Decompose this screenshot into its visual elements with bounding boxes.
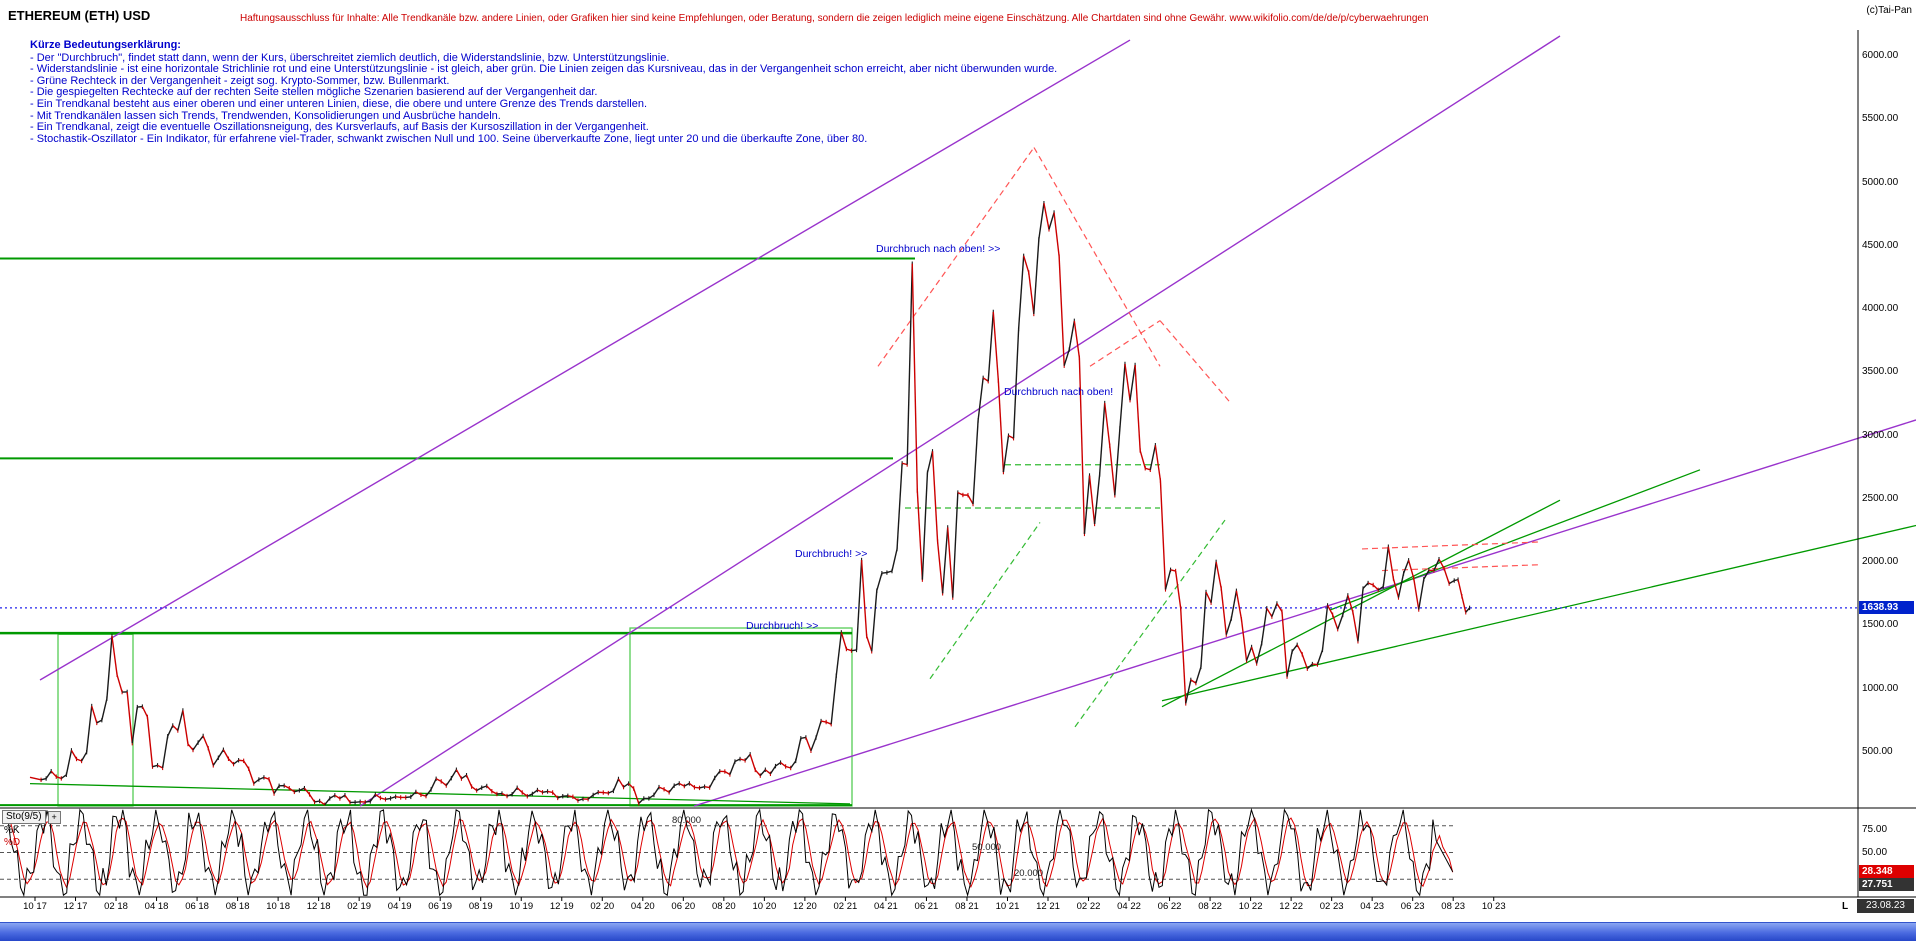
date-axis-label: 08 20 <box>711 901 736 912</box>
date-axis-label: 02 22 <box>1076 901 1101 912</box>
breakout-annotation: Durchbruch nach oben! <box>1004 386 1114 398</box>
sto-axis-label: 75.00 <box>1862 824 1888 836</box>
sto-k-label: %K <box>4 825 20 836</box>
date-axis-label: 06 20 <box>671 901 696 912</box>
date-axis-label: 06 23 <box>1400 901 1425 912</box>
price-axis-label: 1000.00 <box>1862 682 1899 694</box>
sto-d-label: %D <box>4 837 21 848</box>
date-axis-label: 02 18 <box>104 901 128 912</box>
current-price-badge: 1638.93 <box>1859 600 1914 614</box>
sto-indicator-name: Sto(9/5) <box>2 810 46 824</box>
date-axis-label: 04 18 <box>144 901 169 912</box>
legend-line: - Ein Trendkanal besteht aus einer obere… <box>30 97 648 110</box>
date-axis-label: 12 17 <box>63 901 88 912</box>
date-axis-label: 04 19 <box>387 901 412 912</box>
legend-block: Kürze Bedeutungserklärung: - Der "Durchb… <box>30 39 1058 145</box>
copyright-label: (c)Tai-Pan <box>1866 5 1912 16</box>
date-axis-label: 10 20 <box>752 901 777 912</box>
sto-level-label: 50.000 <box>972 841 1002 853</box>
price-axis-label: 5000.00 <box>1862 176 1899 188</box>
legend-line: - Ein Trendkanal, zeigt die eventuelle O… <box>30 121 649 134</box>
sto-level-label: 20.000 <box>1014 868 1044 880</box>
chart-scrollbar[interactable] <box>0 922 1916 941</box>
sto-k-value-badge: 28.348 <box>1859 865 1914 878</box>
price-axis-label: 6000.00 <box>1862 50 1899 61</box>
date-axis-label: 12 22 <box>1279 901 1303 912</box>
legend-line: - Widerstandslinie - ist eine horizontal… <box>30 63 1058 76</box>
date-axis-label: 02 21 <box>833 901 858 912</box>
price-axis-label: 500.00 <box>1862 746 1893 758</box>
chart-title: ETHEREUM (ETH) USD <box>8 8 151 23</box>
date-axis-label: 02 19 <box>347 901 372 912</box>
price-axis-label: 3500.00 <box>1862 366 1899 378</box>
breakout-annotation: Durchbruch! >> <box>795 548 868 560</box>
legend-heading: Kürze Bedeutungserklärung: <box>30 39 181 51</box>
date-axis-label: 08 23 <box>1441 901 1466 912</box>
date-axis-label: 08 22 <box>1198 901 1222 912</box>
date-axis-label: 04 21 <box>874 901 898 912</box>
date-axis-label: 12 19 <box>549 901 574 912</box>
date-axis-label: 04 22 <box>1117 901 1141 912</box>
date-axis-label: 12 21 <box>1036 901 1060 912</box>
date-axis-label: 10 19 <box>509 901 534 912</box>
legend-line: - Stochastik-Oszillator - Ein Indikator,… <box>30 132 868 145</box>
last-bar-marker: L <box>1842 901 1849 912</box>
sto-expand-icon[interactable]: + <box>47 810 61 824</box>
sto-d-value-badge: 27.751 <box>1859 878 1914 891</box>
date-axis-label: 06 19 <box>428 901 453 912</box>
legend-line: - Der "Durchbruch", findet statt dann, w… <box>30 51 670 64</box>
date-axis-label: 08 19 <box>468 901 493 912</box>
date-axis-label: 12 18 <box>306 901 331 912</box>
breakout-annotation: Durchbruch nach oben! >> <box>876 243 1001 255</box>
breakout-annotation: Durchbruch! >> <box>746 620 819 632</box>
price-axis-label: 4500.00 <box>1862 239 1899 251</box>
date-axis-label: 04 23 <box>1360 901 1385 912</box>
price-axis-label: 1500.00 <box>1862 619 1899 631</box>
date-axis-label: 08 21 <box>955 901 979 912</box>
date-axis-label: 12 20 <box>792 901 817 912</box>
date-axis-label: 04 20 <box>630 901 655 912</box>
date-axis-label: 10 23 <box>1481 901 1506 912</box>
date-axis-label: 06 22 <box>1157 901 1182 912</box>
price-axis-label: 2000.00 <box>1862 556 1899 568</box>
sto-level-label: 80.000 <box>672 814 702 826</box>
last-date-badge: 23.08.23 <box>1857 899 1914 913</box>
disclaimer-text: Haftungsausschluss für Inhalte: Alle Tre… <box>240 13 1429 24</box>
date-axis-label: 02 23 <box>1319 901 1344 912</box>
price-axis-label: 3000.00 <box>1862 429 1899 441</box>
date-axis-label: 08 18 <box>225 901 250 912</box>
date-axis-label: 10 18 <box>266 901 290 912</box>
date-axis-label: 10 21 <box>995 901 1020 912</box>
sto-axis-label: 50.00 <box>1862 846 1888 858</box>
legend-line: - Grüne Rechteck in der Vergangenheit - … <box>30 74 450 87</box>
date-axis-label: 10 22 <box>1238 901 1263 912</box>
date-axis-label: 06 18 <box>185 901 209 912</box>
date-axis-label: 10 17 <box>23 901 47 912</box>
legend-line: - Mit Trendkanälen lassen sich Trends, T… <box>30 109 501 122</box>
price-axis-label: 4000.00 <box>1862 303 1899 315</box>
date-axis-label: 06 21 <box>914 901 939 912</box>
price-axis-label: 5500.00 <box>1862 113 1899 125</box>
sto-indicator-label: Sto(9/5) + <box>2 810 61 824</box>
price-axis-label: 2500.00 <box>1862 492 1899 504</box>
legend-line: - Die gespiegelten Rechtecke auf der rec… <box>30 86 598 99</box>
date-axis-label: 02 20 <box>590 901 615 912</box>
